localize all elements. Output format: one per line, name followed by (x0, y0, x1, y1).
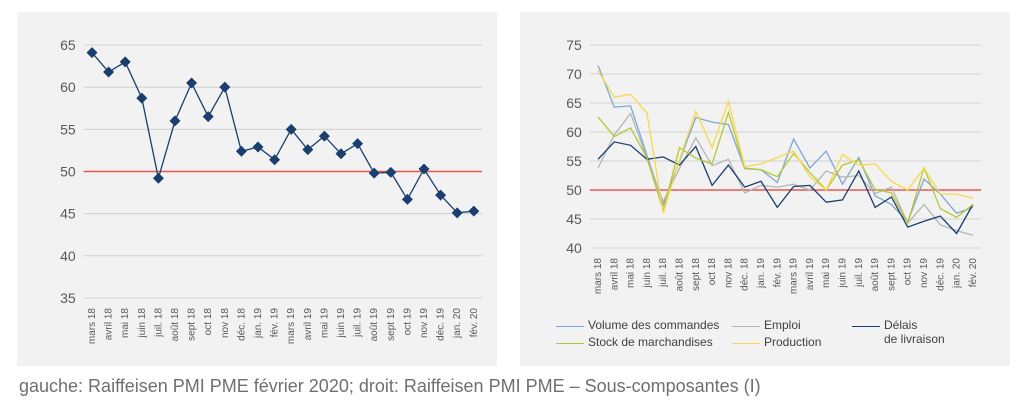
x-tick-label: juin 19 (838, 258, 849, 289)
x-tick-label: mai 18 (120, 308, 131, 338)
data-point (435, 189, 447, 201)
x-tick-label: juil. 18 (153, 308, 164, 338)
x-tick-label: oct 18 (203, 308, 214, 336)
data-point (468, 205, 480, 217)
y-tick-label: 50 (60, 164, 76, 180)
y-tick-label: 60 (60, 79, 76, 95)
y-tick-label: 50 (566, 182, 582, 198)
data-point (86, 47, 98, 59)
x-tick-label: déc. 19 (935, 258, 946, 291)
x-tick-label: nov 18 (723, 258, 734, 288)
series-line-3 (597, 110, 974, 225)
data-point (169, 115, 181, 127)
data-point (302, 144, 314, 156)
series-line-0 (597, 65, 974, 224)
left-line-chart: 35 40 45 50 55 60 65 mars 18 avril 18 mai 18 juin … (60, 37, 483, 345)
data-point (335, 148, 347, 160)
y-tick-label: 55 (60, 121, 76, 137)
x-tick-label: juin 18 (137, 308, 148, 339)
data-point (186, 77, 198, 89)
y-tick-label: 60 (566, 124, 582, 140)
x-tick-label: août 18 (675, 258, 686, 292)
data-point (269, 154, 281, 166)
x-tick-label: jan. 20 (952, 258, 963, 289)
x-tick-label: mars 19 (789, 258, 800, 295)
y-tick-label: 75 (566, 37, 582, 53)
y-tick-label: 45 (60, 206, 76, 222)
x-tick-label: mai 18 (626, 258, 637, 288)
x-tick-label: fév. 19 (772, 258, 783, 288)
data-point (202, 111, 214, 123)
data-point (385, 166, 397, 178)
x-tick-label: déc. 18 (236, 308, 247, 341)
x-tick-label: mars 18 (87, 308, 98, 345)
x-tick-label: sept 19 (386, 308, 397, 341)
y-tick-label: 65 (566, 95, 582, 111)
x-tick-label: jan. 20 (452, 308, 463, 339)
data-point (285, 123, 297, 135)
x-tick-label: déc. 18 (740, 258, 751, 291)
x-tick-label: mars 19 (286, 308, 297, 345)
data-point (103, 66, 115, 78)
y-tick-label: 55 (566, 153, 582, 169)
data-point (235, 145, 247, 157)
x-tick-label: juil. 19 (353, 308, 364, 338)
x-tick-label: avril 18 (609, 258, 620, 291)
data-point (252, 141, 264, 153)
x-tick-label: nov 18 (220, 308, 231, 338)
x-tick-label: oct 19 (402, 308, 413, 336)
x-tick-label: sept 18 (691, 258, 702, 291)
x-tick-label: jan. 19 (253, 308, 264, 339)
data-point (451, 207, 463, 219)
y-tick-label: 40 (60, 248, 76, 264)
data-point (368, 167, 380, 179)
x-tick-label: nov 19 (419, 308, 430, 338)
x-tick-label: juil. 18 (658, 258, 669, 288)
y-tick-label: 45 (566, 211, 582, 227)
right-chart-panel: 40 45 50 55 60 65 70 75 mars 18 avril 18 mai 18 jui… (520, 12, 1010, 366)
y-tick-label: 70 (566, 66, 582, 82)
series-line-4 (597, 70, 974, 214)
x-tick-label: mai 19 (821, 258, 832, 288)
x-tick-label: sept 19 (886, 258, 897, 291)
x-tick-label: oct 18 (707, 258, 718, 286)
x-tick-label: juin 19 (336, 308, 347, 339)
y-tick-label: 35 (60, 290, 76, 306)
y-tick-label: 40 (566, 240, 582, 256)
data-point (136, 92, 148, 104)
x-tick-label: mars 18 (593, 258, 604, 295)
x-tick-label: nov 19 (919, 258, 930, 288)
data-point (152, 172, 164, 184)
y-tick-label: 65 (60, 37, 76, 53)
x-tick-label: déc. 19 (436, 308, 447, 341)
x-tick-label: août 18 (170, 308, 181, 342)
x-tick-label: avril 18 (104, 308, 115, 341)
x-tick-label: fév. 20 (968, 258, 979, 288)
data-point (352, 138, 364, 150)
x-tick-label: sept 18 (187, 308, 198, 341)
x-tick-label: fév. 19 (270, 308, 281, 338)
data-point (119, 56, 131, 68)
data-point (418, 163, 430, 175)
right-line-chart: 40 45 50 55 60 65 70 75 mars 18 avril 18 mai 18 jui… (566, 37, 982, 295)
x-tick-label: fév. 20 (469, 308, 480, 338)
x-tick-label: avril 19 (805, 258, 816, 291)
data-point (318, 130, 330, 142)
data-point (219, 81, 231, 93)
figure-caption: gauche: Raiffeisen PMI PME février 2020;… (19, 376, 761, 396)
x-tick-label: jan. 19 (756, 258, 767, 289)
series-line-2 (597, 141, 974, 235)
series-line-0 (91, 52, 474, 214)
data-point (401, 193, 413, 205)
x-tick-label: avril 19 (303, 308, 314, 341)
x-tick-label: juin 18 (642, 258, 653, 289)
x-tick-label: août 19 (870, 258, 881, 292)
x-tick-label: mai 19 (319, 308, 330, 338)
x-tick-label: août 19 (369, 308, 380, 342)
x-tick-label: juil. 19 (854, 258, 865, 288)
left-chart-panel: 35 40 45 50 55 60 65 mars 18 avril 18 mai 18 juin … (17, 12, 497, 366)
x-tick-label: oct 19 (903, 258, 914, 286)
